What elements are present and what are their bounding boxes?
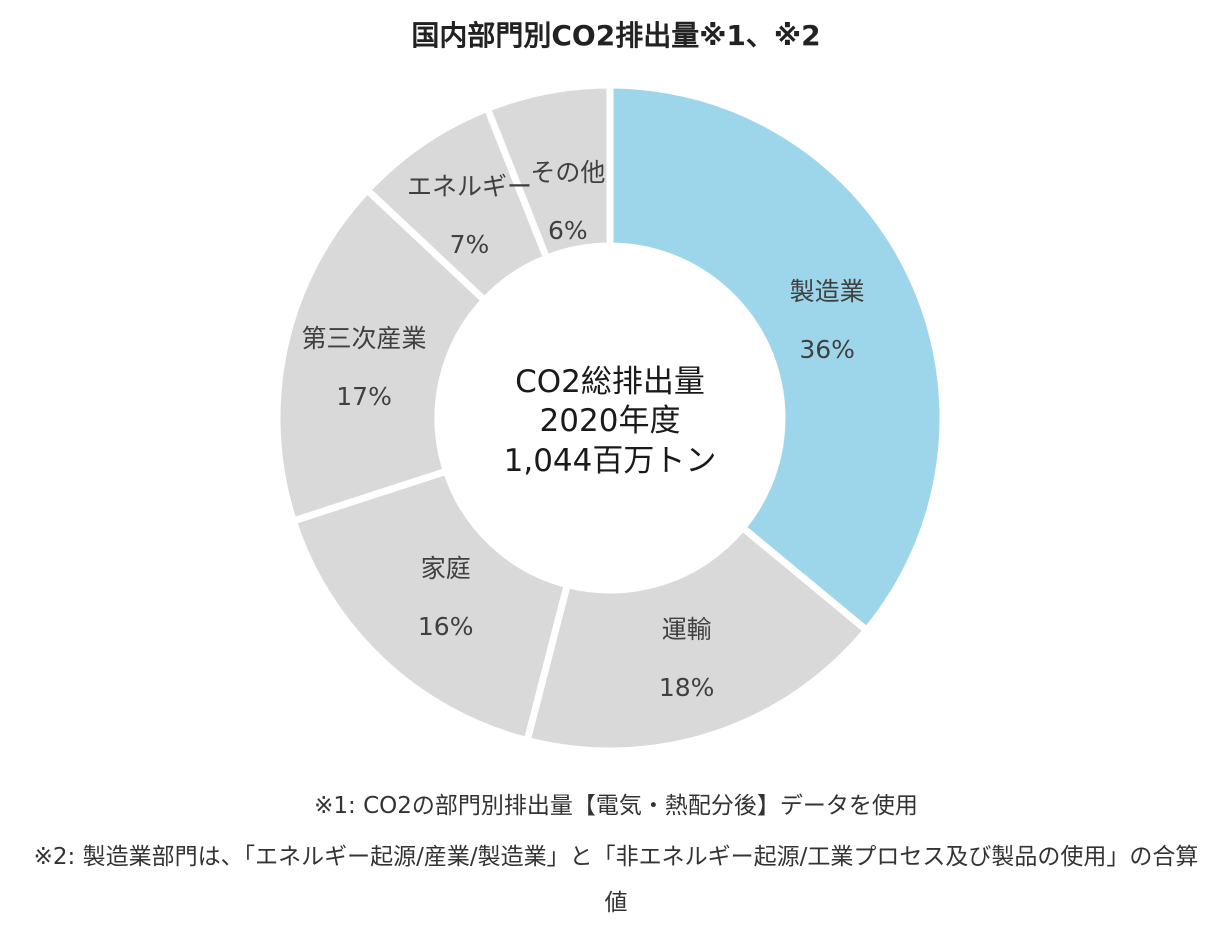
footnote-2: ※2: 製造業部門は、「エネルギー起源/産業/製造業」と「非エネルギー起源/工業…	[33, 844, 1199, 916]
slice-category-label: 第三次産業	[302, 324, 427, 353]
center-label-year: 2020年度	[540, 403, 681, 439]
slice-category-label: 製造業	[790, 277, 865, 306]
slice-value-label: 17%	[336, 382, 392, 411]
slice-labels: 製造業 36% 運輸 18% 家庭 16% 第三次産業 17% エネルギー 7% その他 6%	[302, 158, 865, 702]
donut-slices	[273, 81, 947, 755]
slice-category-label: 運輸	[662, 615, 712, 644]
slice-value-label: 36%	[799, 335, 855, 364]
slice-2	[522, 522, 872, 755]
slice-6	[482, 81, 614, 263]
slice-category-label: 家庭	[421, 554, 471, 583]
center-label-total: 1,044百万トン	[504, 443, 717, 479]
center-label-title: CO2総排出量	[515, 364, 705, 400]
slice-category-label: エネルギー	[407, 172, 532, 201]
footnote-1: ※1: CO2の部門別排出量【電気・熱配分後】データを使用	[314, 793, 918, 819]
donut-chart: 製造業 36% 運輸 18% 家庭 16% 第三次産業 17% エネルギー 7% その他 6% CO2…	[273, 81, 947, 755]
slice-value-label: 16%	[418, 612, 474, 641]
slice-1	[606, 81, 947, 636]
chart-title: 国内部門別CO2排出量※1、※2	[411, 19, 821, 52]
slice-value-label: 7%	[450, 230, 490, 259]
slice-value-label: 6%	[548, 216, 588, 245]
slice-3	[288, 466, 572, 745]
slice-4	[273, 185, 490, 526]
slice-value-label: 18%	[659, 673, 715, 702]
slice-category-label: その他	[530, 158, 605, 187]
center-text: CO2総排出量 2020年度 1,044百万トン	[504, 364, 717, 479]
